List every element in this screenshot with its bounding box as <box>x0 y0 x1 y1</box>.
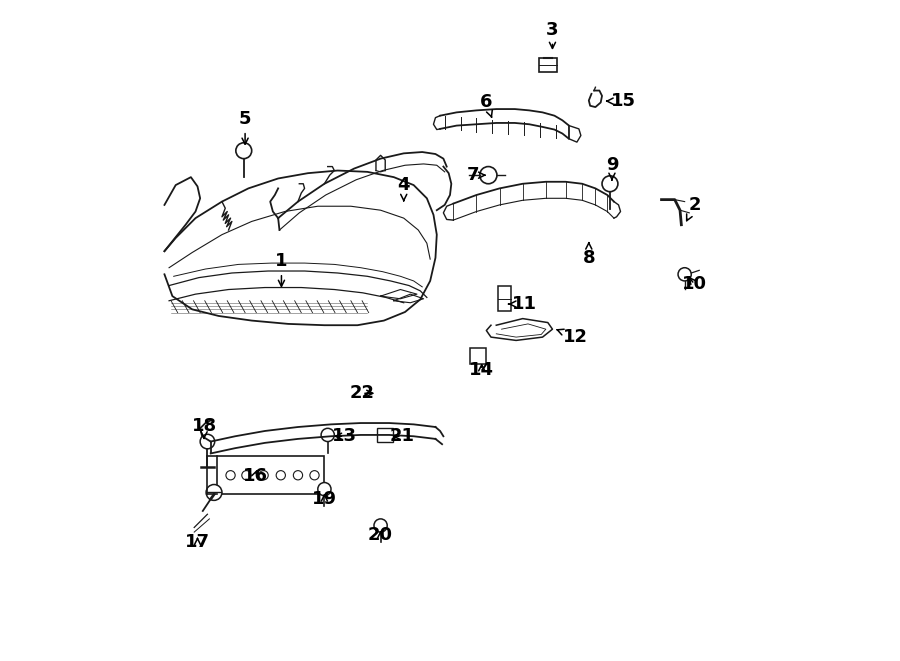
Text: 14: 14 <box>469 361 494 379</box>
Text: 16: 16 <box>242 467 267 485</box>
Text: 1: 1 <box>275 252 288 286</box>
Text: 4: 4 <box>398 176 410 200</box>
Text: 3: 3 <box>546 20 559 48</box>
Text: 21: 21 <box>389 427 414 446</box>
Text: 18: 18 <box>192 417 217 438</box>
Text: 6: 6 <box>480 93 492 117</box>
Bar <box>470 348 486 364</box>
Circle shape <box>242 471 251 480</box>
Circle shape <box>276 471 285 480</box>
Circle shape <box>678 268 691 281</box>
Text: 19: 19 <box>312 490 337 508</box>
Circle shape <box>480 167 497 184</box>
Text: 9: 9 <box>606 156 618 180</box>
Bar <box>498 286 511 311</box>
Circle shape <box>310 471 320 480</box>
Text: 5: 5 <box>238 110 251 144</box>
Text: 2: 2 <box>687 196 701 221</box>
Bar <box>217 456 324 494</box>
Circle shape <box>318 483 331 496</box>
Circle shape <box>200 434 215 449</box>
Text: 12: 12 <box>557 328 588 346</box>
Circle shape <box>321 428 334 442</box>
Bar <box>377 428 393 442</box>
Circle shape <box>236 143 252 159</box>
Text: 13: 13 <box>332 427 356 446</box>
Circle shape <box>206 485 222 500</box>
Text: 20: 20 <box>368 526 393 545</box>
Circle shape <box>226 471 235 480</box>
Text: 8: 8 <box>582 243 595 267</box>
Text: 10: 10 <box>682 275 707 293</box>
Text: 22: 22 <box>349 384 374 403</box>
Circle shape <box>602 176 618 192</box>
Bar <box>538 58 557 72</box>
Text: 7: 7 <box>467 166 485 184</box>
Circle shape <box>259 471 268 480</box>
Text: 15: 15 <box>607 92 635 110</box>
Circle shape <box>374 519 387 532</box>
Text: 11: 11 <box>508 295 536 313</box>
Circle shape <box>293 471 302 480</box>
Text: 17: 17 <box>185 533 210 551</box>
